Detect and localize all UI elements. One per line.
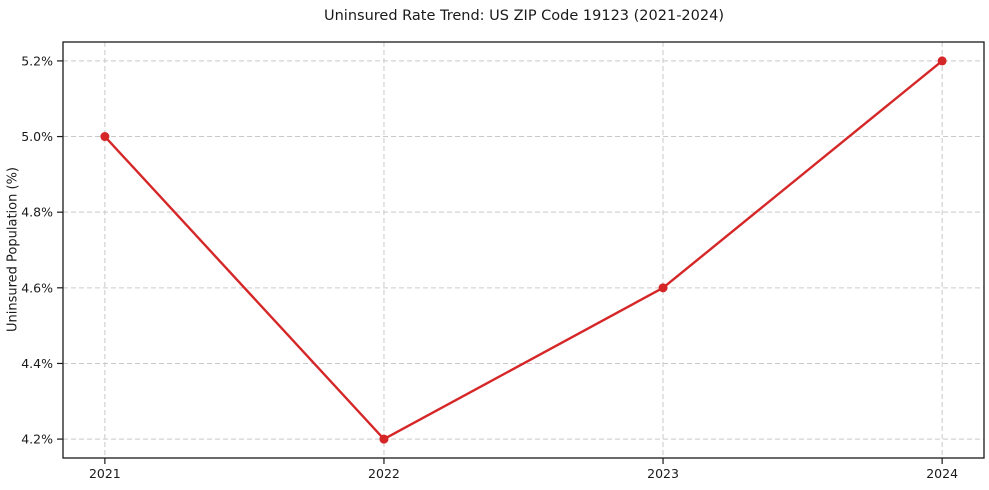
- trend-line: [103, 59, 944, 441]
- y-tick-label: 5.2%: [21, 53, 53, 68]
- x-tick-label: 2024: [926, 466, 958, 481]
- y-tick-label: 4.6%: [21, 280, 53, 295]
- x-tick-label: 2022: [368, 466, 400, 481]
- y-tick-label: 4.4%: [21, 356, 53, 371]
- data-point-marker: [379, 434, 389, 444]
- x-tick-label: 2023: [647, 466, 679, 481]
- data-point-marker: [937, 56, 947, 66]
- plot-border: [62, 41, 985, 459]
- y-tick-label: 4.2%: [21, 432, 53, 447]
- x-tick-label: 2021: [89, 466, 121, 481]
- chart-title: Uninsured Rate Trend: US ZIP Code 19123 …: [324, 8, 724, 24]
- data-point-marker: [100, 132, 110, 142]
- data-point-marker: [658, 283, 668, 293]
- y-tick-label: 5.0%: [21, 129, 53, 144]
- y-tick-label: 4.8%: [21, 205, 53, 220]
